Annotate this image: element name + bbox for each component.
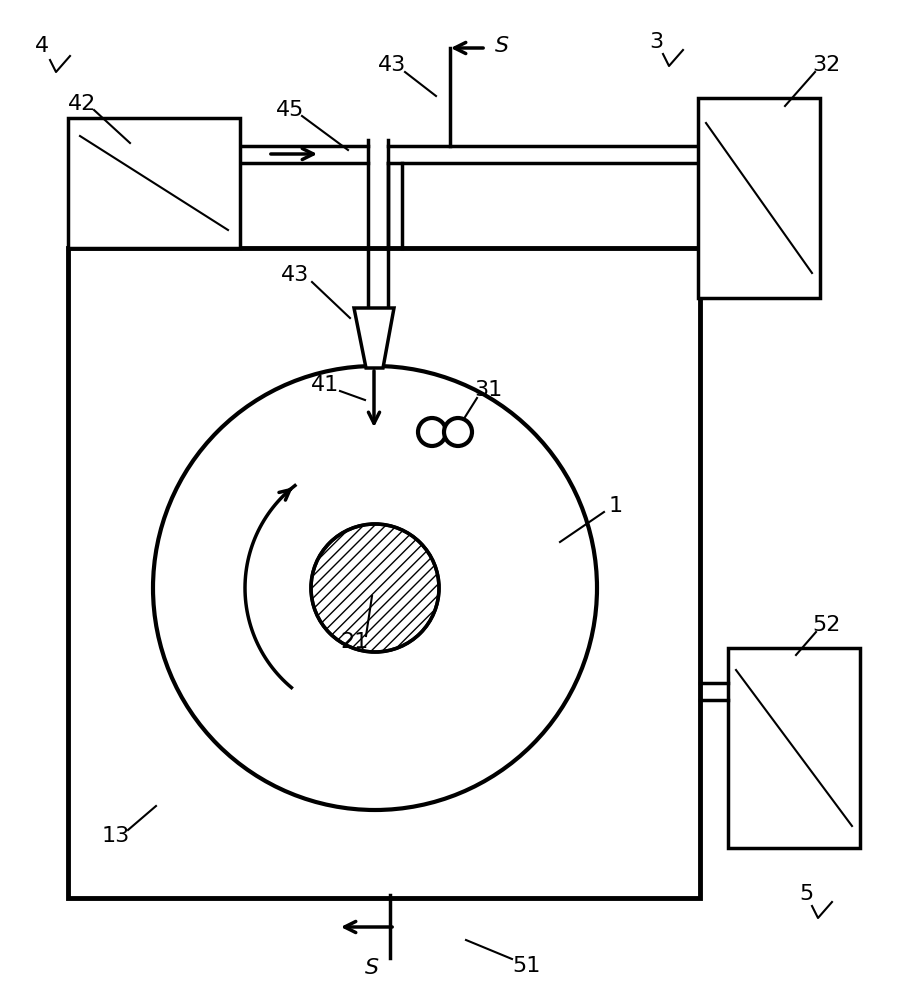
Text: S: S <box>495 36 509 56</box>
Text: 13: 13 <box>101 826 130 846</box>
Circle shape <box>418 418 446 446</box>
Text: 32: 32 <box>812 55 840 75</box>
Bar <box>728 648 860 848</box>
Bar <box>68 118 240 248</box>
Text: 41: 41 <box>311 375 339 395</box>
Text: 21: 21 <box>341 632 369 652</box>
Circle shape <box>444 418 472 446</box>
Text: 3: 3 <box>649 32 663 52</box>
Text: S: S <box>365 958 379 978</box>
Text: 43: 43 <box>377 55 406 75</box>
Bar <box>68 248 700 898</box>
Text: 52: 52 <box>812 615 840 635</box>
Text: 1: 1 <box>609 496 623 516</box>
Polygon shape <box>354 308 394 368</box>
Text: 5: 5 <box>799 884 813 904</box>
Text: 45: 45 <box>276 100 304 120</box>
Text: 43: 43 <box>281 265 309 285</box>
Text: 51: 51 <box>512 956 540 976</box>
Text: 4: 4 <box>35 36 49 56</box>
Text: 31: 31 <box>473 380 502 400</box>
Bar <box>698 98 820 298</box>
Text: 42: 42 <box>68 94 96 114</box>
Circle shape <box>311 524 439 652</box>
